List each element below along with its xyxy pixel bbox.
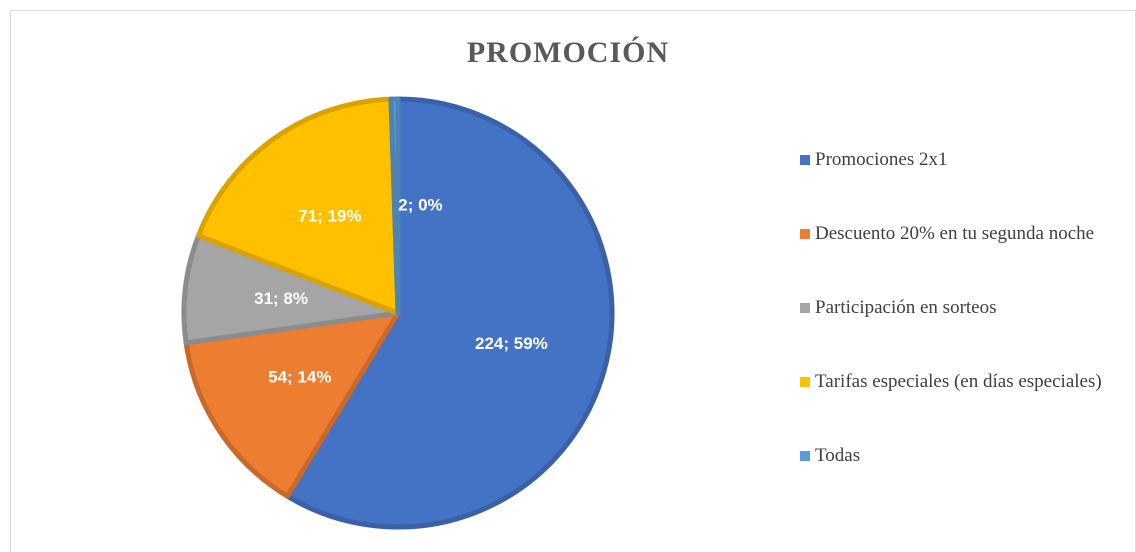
pie-slice <box>183 310 401 499</box>
legend-label: Tarifas especiales (en días especiales) <box>815 371 1102 392</box>
data-label: 224; 59% <box>475 334 548 353</box>
legend-swatch <box>800 377 810 387</box>
legend-swatch <box>800 229 810 239</box>
legend-item: Participación en sorteos <box>800 296 1120 320</box>
chart-title: PROMOCIÓN <box>467 36 669 69</box>
legend: Promociones 2x1 Descuento 20% en tu segun… <box>800 148 1120 468</box>
data-label: 54; 14% <box>268 367 331 386</box>
data-label: 71; 19% <box>298 206 361 225</box>
legend-label: Participación en sorteos <box>815 297 997 318</box>
legend-label: Promociones 2x1 <box>815 149 948 170</box>
pie: 224; 59% 54; 14% 31; 8% 71; 19% 2; 0% <box>181 96 615 530</box>
legend-swatch <box>800 155 810 165</box>
legend-item: Todas <box>800 444 1120 468</box>
pie-slice <box>284 96 615 530</box>
legend-item: Tarifas especiales (en días especiales) <box>800 370 1120 394</box>
legend-item: Descuento 20% en tu segunda noche <box>800 222 1120 246</box>
legend-label: Todas <box>815 445 861 466</box>
pie-slice <box>195 96 401 316</box>
legend-label: Descuento 20% en tu segunda noche <box>815 223 1095 244</box>
legend-item: Promociones 2x1 <box>800 148 1120 172</box>
legend-swatch <box>800 303 810 313</box>
pie-slice <box>388 96 401 316</box>
data-label: 2; 0% <box>398 195 442 214</box>
data-label: 31; 8% <box>254 289 308 308</box>
legend-swatch <box>800 451 810 461</box>
